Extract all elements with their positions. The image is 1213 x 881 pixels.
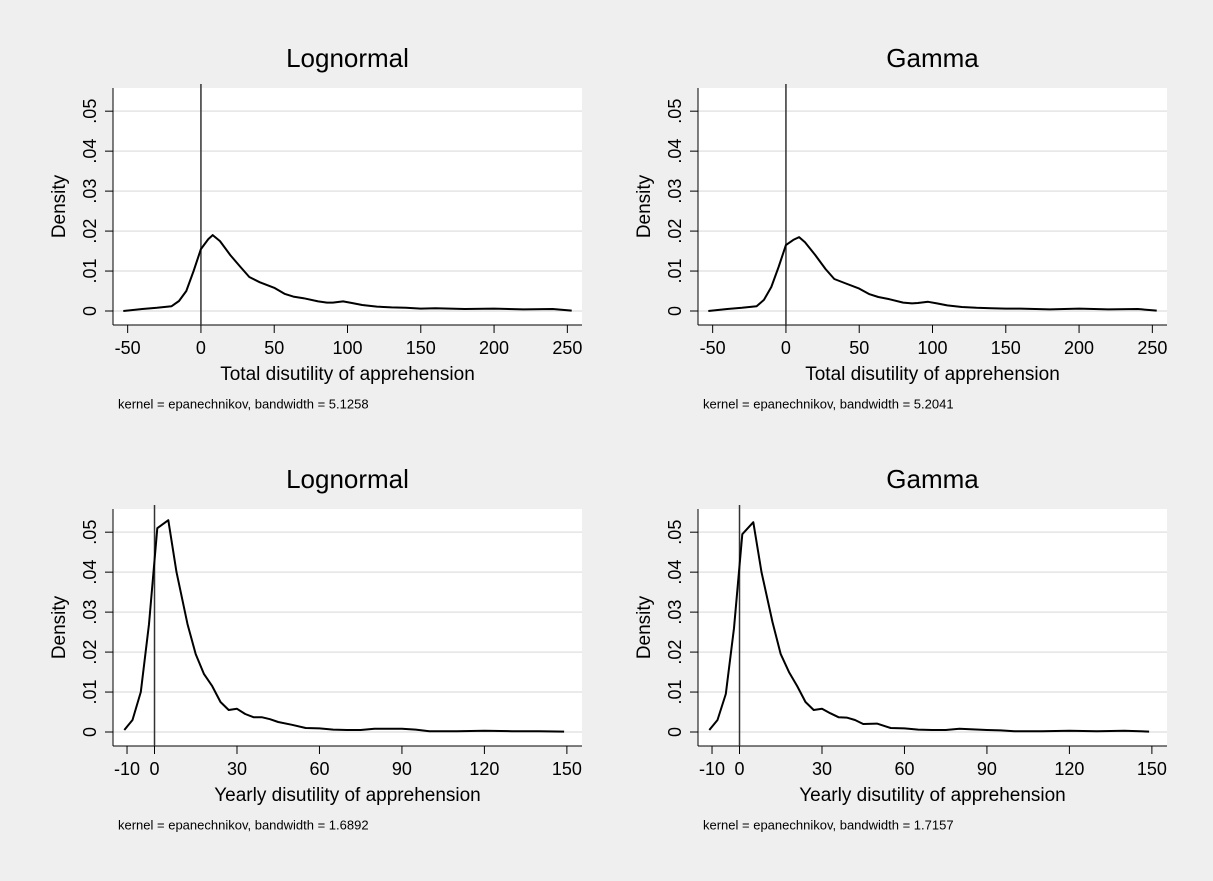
- plot-area: [698, 88, 1167, 325]
- y-tick-label: .05: [665, 520, 685, 545]
- x-tick-label: 0: [735, 759, 745, 779]
- y-tick-label: .03: [665, 600, 685, 625]
- plot-area: [698, 509, 1167, 746]
- y-tick-label: .05: [665, 99, 685, 124]
- y-tick-label: 0: [665, 306, 685, 316]
- y-tick-label: .02: [665, 219, 685, 244]
- y-tick-label: .05: [80, 520, 100, 545]
- y-tick-label: .04: [80, 139, 100, 164]
- x-tick-label: 60: [894, 759, 914, 779]
- x-tick-label: 150: [1137, 759, 1167, 779]
- plot-area: [113, 88, 582, 325]
- x-tick-label: 100: [332, 338, 362, 358]
- y-axis-label: Density: [49, 174, 70, 238]
- x-tick-label: 200: [1064, 338, 1094, 358]
- x-tick-label: 0: [781, 338, 791, 358]
- y-tick-label: .01: [665, 259, 685, 284]
- x-tick-label: 60: [309, 759, 329, 779]
- x-tick-label: -10: [114, 759, 140, 779]
- y-tick-label: .03: [80, 179, 100, 204]
- y-tick-label: 0: [80, 306, 100, 316]
- y-tick-label: 0: [80, 727, 100, 737]
- y-tick-label: .01: [665, 680, 685, 705]
- x-tick-label: 30: [227, 759, 247, 779]
- x-tick-label: 0: [196, 338, 206, 358]
- kernel-note: kernel = epanechnikov, bandwidth = 1.689…: [118, 817, 369, 832]
- x-axis-label: Yearly disutility of apprehension: [214, 785, 481, 806]
- y-tick-label: .01: [80, 680, 100, 705]
- kernel-note: kernel = epanechnikov, bandwidth = 5.204…: [703, 396, 954, 411]
- x-tick-label: -50: [115, 338, 141, 358]
- y-tick-label: .02: [80, 219, 100, 244]
- x-tick-label: 120: [469, 759, 499, 779]
- panel-title: Lognormal: [286, 464, 409, 494]
- panel-title: Gamma: [886, 43, 979, 73]
- x-tick-label: -10: [699, 759, 725, 779]
- kernel-note: kernel = epanechnikov, bandwidth = 1.715…: [703, 817, 954, 832]
- density-line: [123, 519, 565, 733]
- y-tick-label: .01: [80, 259, 100, 284]
- x-tick-label: 200: [479, 338, 509, 358]
- x-axis-label: Yearly disutility of apprehension: [799, 785, 1066, 806]
- x-tick-label: 150: [552, 759, 582, 779]
- x-tick-label: 30: [812, 759, 832, 779]
- y-tick-label: .04: [665, 139, 685, 164]
- x-tick-label: 150: [991, 338, 1021, 358]
- x-tick-label: 100: [917, 338, 947, 358]
- y-tick-label: .04: [665, 560, 685, 585]
- density-line: [123, 234, 572, 312]
- x-tick-label: 250: [552, 338, 582, 358]
- panel-title: Lognormal: [286, 43, 409, 73]
- y-axis-label: Density: [634, 595, 655, 659]
- y-axis-label: Density: [634, 174, 655, 238]
- y-tick-label: .04: [80, 560, 100, 585]
- y-axis-label: Density: [49, 595, 70, 659]
- y-tick-label: .02: [665, 640, 685, 665]
- y-tick-label: .03: [665, 179, 685, 204]
- y-tick-label: .02: [80, 640, 100, 665]
- x-tick-label: 120: [1054, 759, 1084, 779]
- plot-area: [113, 509, 582, 746]
- x-tick-label: 50: [264, 338, 284, 358]
- x-tick-label: 250: [1137, 338, 1167, 358]
- y-tick-label: 0: [665, 727, 685, 737]
- x-tick-label: 150: [406, 338, 436, 358]
- x-tick-label: 50: [849, 338, 869, 358]
- x-tick-label: 90: [977, 759, 997, 779]
- y-tick-label: .05: [80, 99, 100, 124]
- x-axis-label: Total disutility of apprehension: [220, 364, 475, 385]
- density-line: [708, 236, 1157, 312]
- x-tick-label: 90: [392, 759, 412, 779]
- x-tick-label: -50: [700, 338, 726, 358]
- x-tick-label: 0: [150, 759, 160, 779]
- density-line: [708, 521, 1150, 733]
- x-axis-label: Total disutility of apprehension: [805, 364, 1060, 385]
- y-tick-label: .03: [80, 600, 100, 625]
- panel-title: Gamma: [886, 464, 979, 494]
- kernel-note: kernel = epanechnikov, bandwidth = 5.125…: [118, 396, 369, 411]
